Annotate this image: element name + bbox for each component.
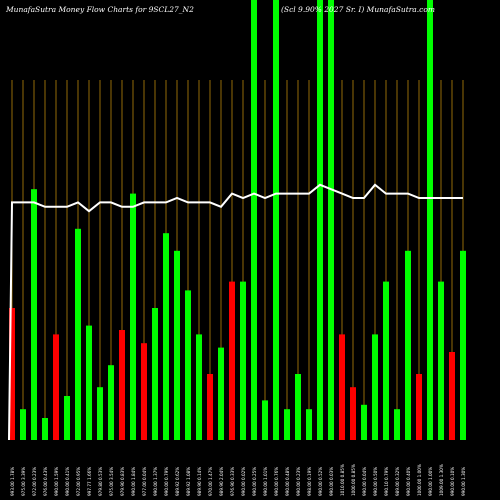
chart-title: MunafaSutra Money Flow Charts for 9SCL27… <box>6 5 194 14</box>
bar-28 <box>306 409 312 440</box>
x-tick-label: 989.90 2.04% <box>219 467 224 496</box>
x-tick-label: 990.00 1.01% <box>263 467 268 496</box>
bar-34 <box>372 334 378 440</box>
x-tick-label: 993.00 1.78% <box>10 467 15 496</box>
bars <box>9 0 466 440</box>
bar-16 <box>174 250 180 440</box>
x-tick-label: 976.00 0.43% <box>43 467 48 496</box>
x-tick-label: 990.00 0.02% <box>241 467 246 496</box>
x-tick-labels: 993.00 1.78% 975.00 3.39% 972.00 0.23% 976.… <box>10 464 466 496</box>
x-tick-label: 1000.00 0.85% <box>351 464 356 496</box>
bar-26 <box>284 409 290 440</box>
bar-22 <box>240 281 246 440</box>
x-tick-label: 977.00 0.04% <box>142 467 147 496</box>
x-tick-label: 979.90 0.83% <box>120 467 125 496</box>
bar-11 <box>119 330 125 440</box>
bar-5 <box>53 334 59 440</box>
x-tick-label: 989.92 0.62% <box>175 467 180 496</box>
x-tick-label: 990.00 0.04% <box>362 467 367 496</box>
x-tick-label: 989.00 0.32% <box>395 467 400 496</box>
x-tick-label: 990.00 0.40% <box>406 467 411 496</box>
bar-41 <box>449 352 455 440</box>
bar-15 <box>163 233 169 440</box>
x-tick-label: 990.00 0.76% <box>274 467 279 496</box>
x-tick-label: 990.00 0.50% <box>373 467 378 496</box>
bar-32 <box>350 387 356 440</box>
x-tick-label: 1010.00 0.85% <box>340 464 345 496</box>
bar-14 <box>152 308 158 440</box>
bar-6 <box>64 396 70 440</box>
bar-4 <box>42 418 48 440</box>
x-tick-label: 990.00 1.84% <box>131 467 136 496</box>
x-tick-label: 976.90 0.33% <box>230 467 235 496</box>
x-tick-label: 998.00 0.19% <box>307 467 312 496</box>
bar-3 <box>31 189 37 440</box>
bar-39 <box>427 0 433 440</box>
x-tick-label: 1000.00 1.00% <box>417 464 422 496</box>
x-tick-label: 990.00 0.25% <box>252 467 257 496</box>
bar-24 <box>262 400 268 440</box>
x-tick-label: 970.00 1.47% <box>208 467 213 496</box>
bar-35 <box>383 281 389 440</box>
bar-38 <box>416 374 422 440</box>
bar-2 <box>20 409 26 440</box>
bar-20 <box>218 347 224 440</box>
bar-21 <box>229 281 235 440</box>
bar-29 <box>317 0 323 440</box>
bar-1 <box>9 308 15 440</box>
bar-37 <box>405 250 411 440</box>
bar-13 <box>141 343 147 440</box>
bar-31 <box>339 334 345 440</box>
bar-8 <box>86 325 92 440</box>
bar-27 <box>295 374 301 440</box>
x-tick-label: 990.00 1.30% <box>461 467 466 496</box>
x-tick-label: 990.00 0.79% <box>164 467 169 496</box>
money-flow-line <box>8 183 463 441</box>
x-tick-label: 972.00 0.23% <box>32 467 37 496</box>
bar-30 <box>328 0 334 440</box>
x-tick-label: 989.90 0.14% <box>197 467 202 496</box>
bar-36 <box>394 409 400 440</box>
x-tick-label: 990.00 1.59% <box>54 467 59 496</box>
x-tick-label: 979.80 0.53% <box>98 467 103 496</box>
bar-23 <box>251 0 257 440</box>
x-tick-label: 989.92 1.08% <box>186 467 191 496</box>
x-tick-label: 1009.00 1.30% <box>439 464 444 496</box>
bar-33 <box>361 404 367 440</box>
x-tick-label: 990.00 1.00% <box>428 467 433 496</box>
x-tick-label: 972.00 0.95% <box>76 467 81 496</box>
bar-12 <box>130 193 136 440</box>
bar-42 <box>460 250 466 440</box>
bar-25 <box>273 0 279 440</box>
x-tick-label: 990.00 0.52% <box>318 467 323 496</box>
x-tick-label: 975.00 3.39% <box>21 467 26 496</box>
bar-40 <box>438 281 444 440</box>
x-tick-label: 990.00 1.37% <box>153 467 158 496</box>
x-tick-label: 975.00 3.54% <box>109 467 114 496</box>
bar-10 <box>108 365 114 440</box>
bar-17 <box>185 290 191 440</box>
bar-19 <box>207 374 213 440</box>
x-tick-label: 997.77 1.66% <box>87 467 92 496</box>
bar-9 <box>97 387 103 440</box>
bar-18 <box>196 334 202 440</box>
bar-7 <box>75 228 81 440</box>
chart-subtitle: (Scl 9.90% 2027 Sr. I) MunafaSutra.com <box>281 5 435 14</box>
x-tick-label: 990.00 0.23% <box>296 467 301 496</box>
x-tick-label: 990.10 0.79% <box>384 467 389 496</box>
x-tick-label: 990.00 0.10% <box>450 467 455 496</box>
x-tick-label: 990.00 0.03% <box>329 467 334 496</box>
x-tick-label: 990.00 0.48% <box>285 467 290 496</box>
x-tick-label: 990.00 0.41% <box>65 467 70 496</box>
